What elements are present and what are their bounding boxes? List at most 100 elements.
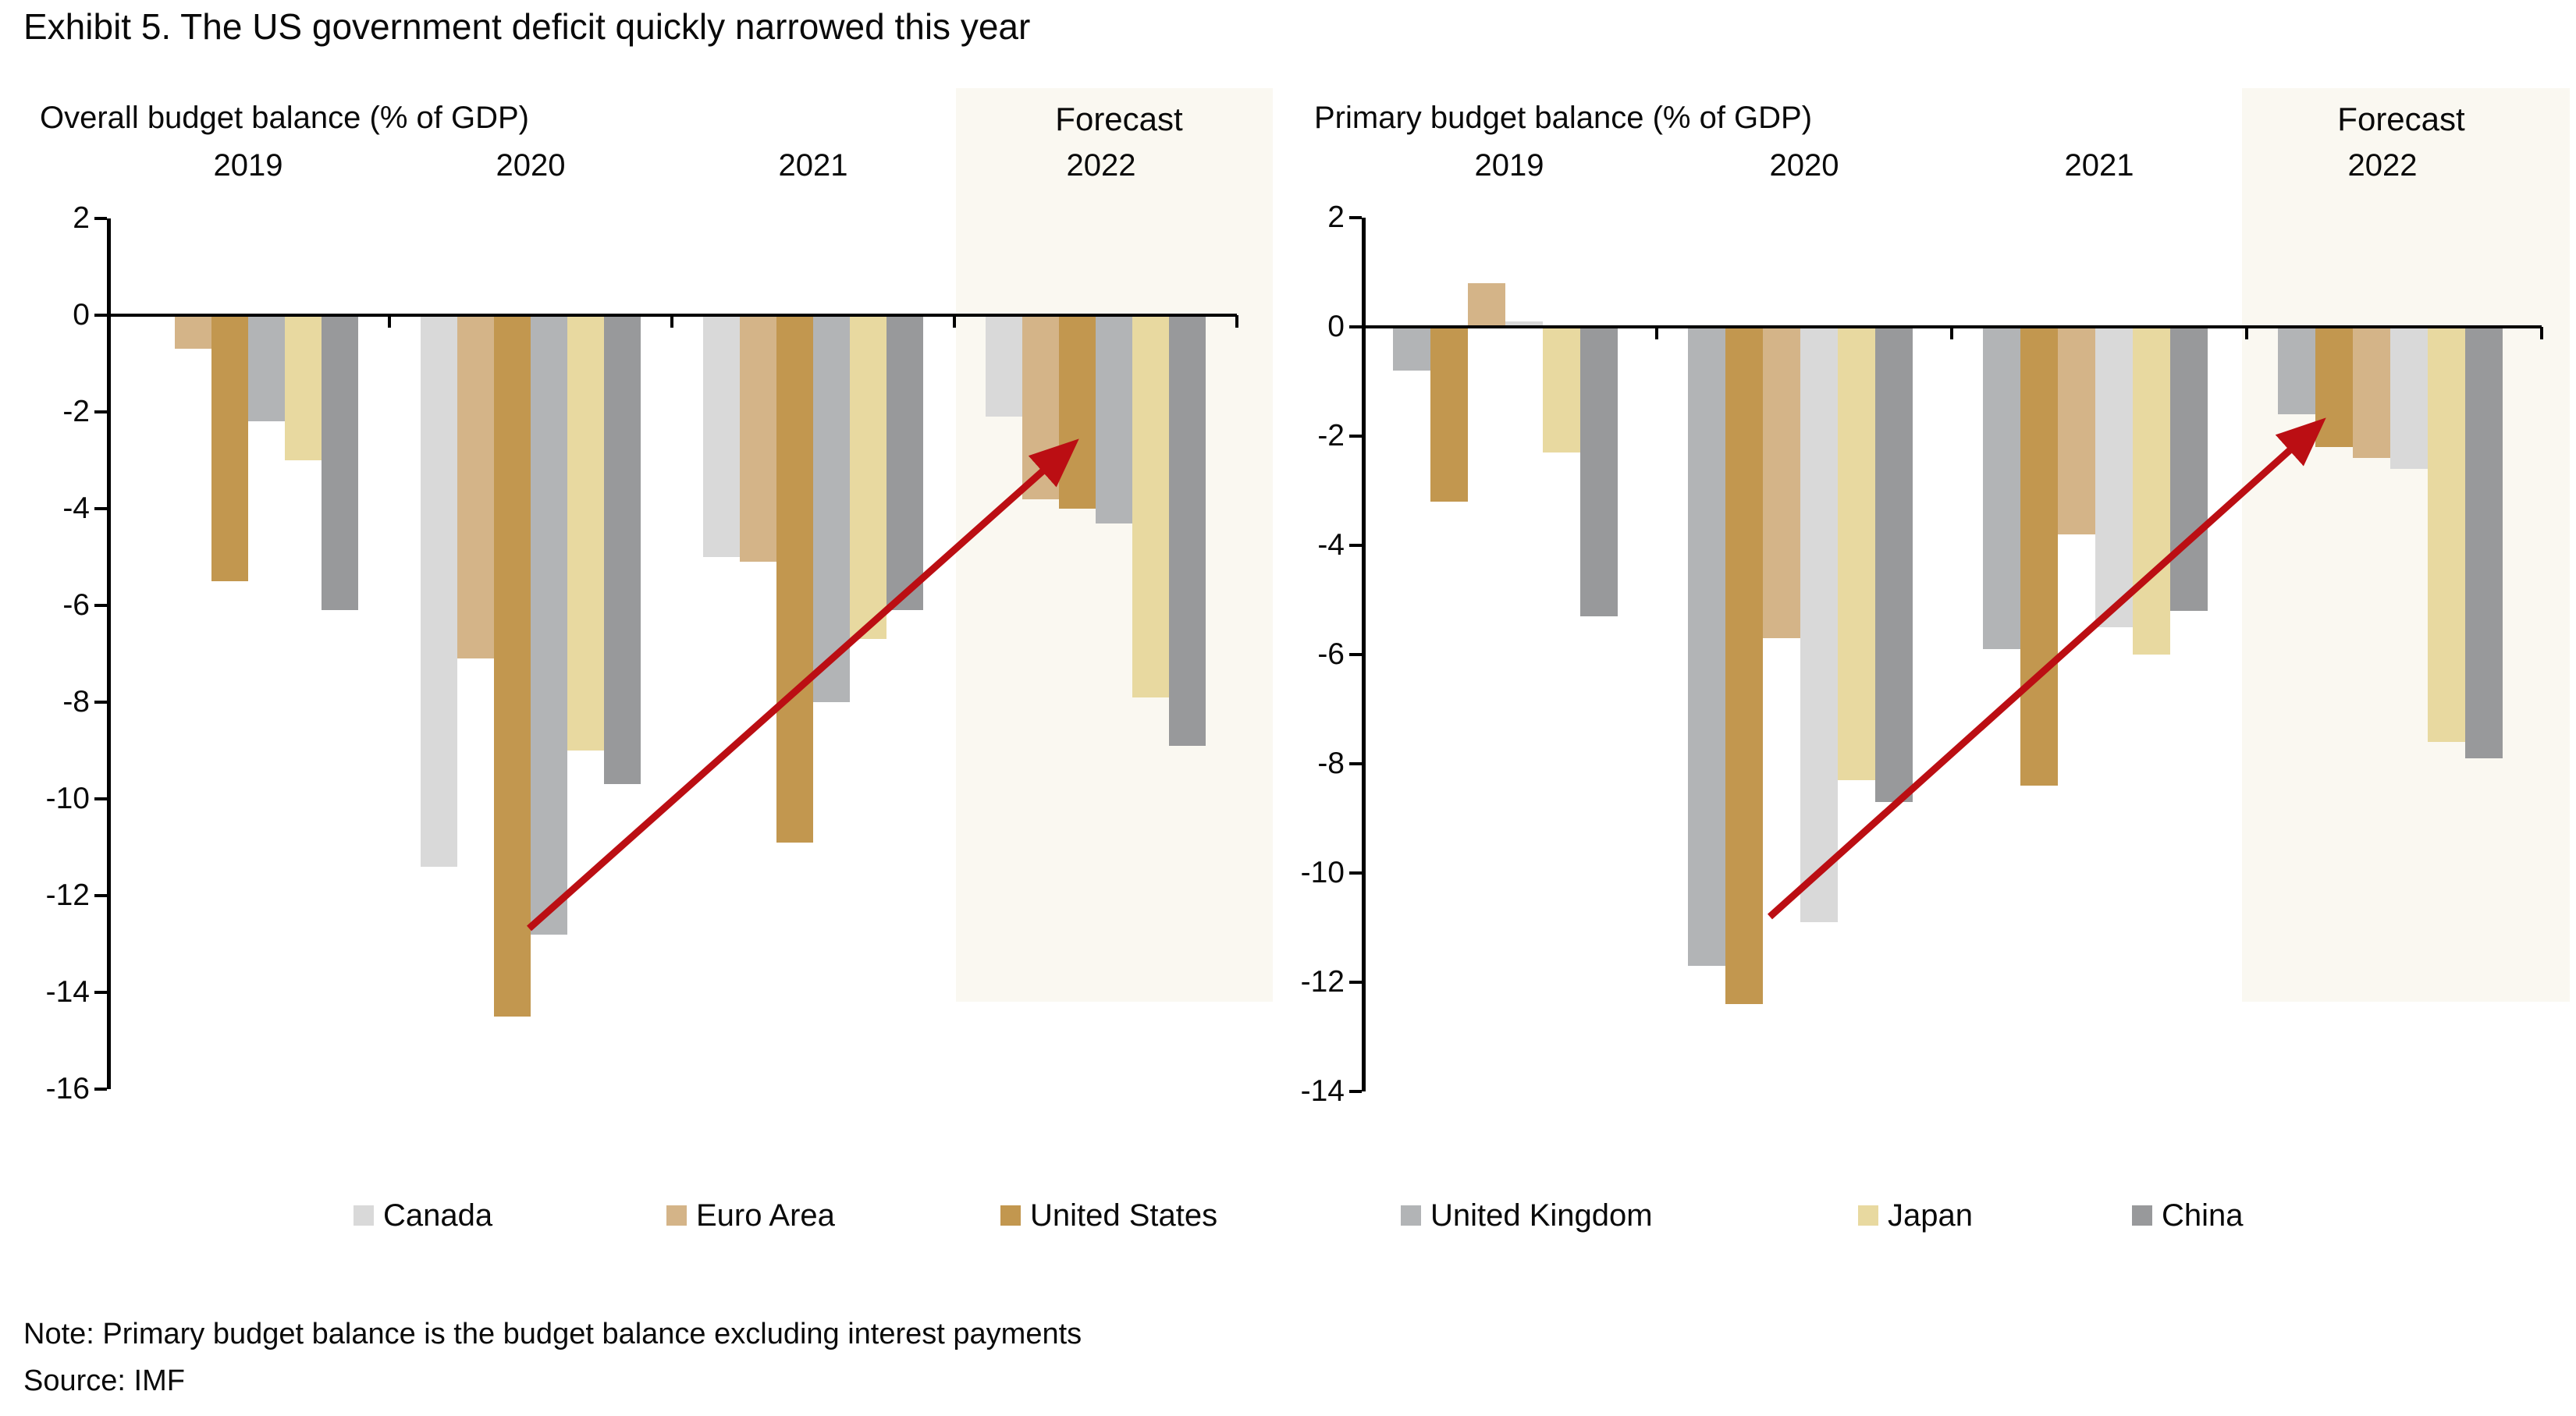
- bar-united-kingdom-2022: [2278, 327, 2315, 414]
- bar-japan-2019: [1543, 327, 1580, 452]
- y-axis-label: -14: [1300, 1074, 1345, 1108]
- bar-united-states-2021: [2020, 327, 2058, 786]
- y-axis-tick: [1349, 325, 1362, 328]
- bar-china-2022: [1169, 315, 1206, 746]
- bar-canada-2022: [986, 315, 1022, 417]
- bar-euro-area-2020: [1763, 327, 1800, 638]
- forecast-band: [956, 88, 1273, 1002]
- legend-swatch: [2132, 1205, 2152, 1226]
- legend-label: Euro Area: [696, 1198, 835, 1233]
- legend-label: United Kingdom: [1430, 1198, 1653, 1233]
- x-axis-tick: [2540, 327, 2543, 339]
- y-axis-label: -2: [62, 395, 90, 428]
- bar-euro-area-2022: [1022, 315, 1059, 499]
- page-title: Exhibit 5. The US government deficit qui…: [23, 6, 1031, 47]
- bar-united-states-2021: [776, 315, 813, 843]
- y-axis-tick: [1349, 544, 1362, 547]
- bar-china-2019: [322, 315, 358, 610]
- year-label-2021: 2021: [778, 148, 848, 183]
- bar-canada-2022: [2390, 327, 2428, 469]
- forecast-band: [2242, 88, 2570, 1002]
- y-axis-label: -12: [1300, 965, 1345, 999]
- bar-china-2021: [2170, 327, 2208, 611]
- y-axis-tick: [94, 991, 107, 994]
- legend-swatch: [1858, 1205, 1878, 1226]
- x-axis-tick: [1950, 327, 1953, 339]
- y-axis-label: -8: [1317, 747, 1345, 780]
- bar-japan-2020: [1838, 327, 1875, 780]
- bar-united-states-2022: [2315, 327, 2353, 447]
- y-axis-label: -10: [45, 782, 90, 815]
- year-label-2019: 2019: [1474, 148, 1544, 183]
- y-axis-label: -8: [62, 685, 90, 719]
- legend-item-canada: Canada: [354, 1200, 492, 1231]
- x-axis-tick: [1655, 327, 1658, 339]
- y-axis-tick: [94, 797, 107, 800]
- y-axis-tick: [94, 604, 107, 607]
- legend-label: United States: [1030, 1198, 1218, 1233]
- y-axis-label: 2: [73, 201, 90, 235]
- y-axis-tick: [1349, 981, 1362, 984]
- bar-united-kingdom-2019: [248, 315, 285, 421]
- bar-united-states-2019: [1430, 327, 1468, 502]
- bar-united-states-2022: [1059, 315, 1096, 509]
- bar-canada-2021: [2095, 327, 2133, 627]
- y-axis-label: -12: [45, 878, 90, 912]
- y-axis: [1362, 218, 1366, 1091]
- bar-united-kingdom-2020: [1688, 327, 1725, 966]
- y-axis-tick: [94, 314, 107, 317]
- bar-canada-2021: [703, 315, 740, 557]
- bar-japan-2019: [285, 315, 322, 460]
- bar-china-2019: [1580, 327, 1618, 616]
- y-axis-tick: [1349, 871, 1362, 875]
- x-axis-tick: [670, 315, 673, 328]
- y-axis-tick: [94, 894, 107, 897]
- y-axis-label: -6: [62, 588, 90, 622]
- y-axis-label: -4: [1317, 528, 1345, 562]
- bar-united-kingdom-2019: [1393, 327, 1430, 371]
- legend-swatch: [1401, 1205, 1421, 1226]
- y-axis-tick: [94, 217, 107, 220]
- bar-united-states-2020: [494, 315, 531, 1017]
- y-axis-label: -14: [45, 975, 90, 1009]
- legend-swatch: [1000, 1205, 1021, 1226]
- bar-united-kingdom-2022: [1096, 315, 1132, 523]
- y-axis-label: -16: [45, 1072, 90, 1105]
- bar-japan-2022: [1132, 315, 1169, 697]
- year-label-2022: 2022: [1066, 148, 1136, 183]
- y-axis-tick: [1349, 653, 1362, 656]
- bar-japan-2020: [567, 315, 604, 751]
- bar-united-states-2020: [1725, 327, 1763, 1004]
- y-axis-label: 0: [73, 298, 90, 332]
- bar-euro-area-2020: [457, 315, 494, 658]
- bar-canada-2020: [1800, 327, 1838, 922]
- year-label-2022: 2022: [2347, 148, 2418, 183]
- y-axis: [107, 218, 111, 1089]
- x-axis-tick: [2245, 327, 2248, 339]
- forecast-label: Forecast: [1055, 101, 1183, 137]
- legend-item-united-kingdom: United Kingdom: [1401, 1200, 1653, 1231]
- x-axis-tick: [1235, 315, 1238, 328]
- legend-item-china: China: [2132, 1200, 2244, 1231]
- y-axis-tick: [1349, 1090, 1362, 1093]
- x-axis-tick: [953, 315, 956, 328]
- y-axis-tick: [94, 410, 107, 413]
- legend-swatch: [354, 1205, 374, 1226]
- year-label-2021: 2021: [2064, 148, 2134, 183]
- note-text: Note: Primary budget balance is the budg…: [23, 1318, 1082, 1350]
- y-axis-label: -4: [62, 492, 90, 525]
- y-axis-tick: [1349, 435, 1362, 438]
- bar-united-states-2019: [211, 315, 248, 581]
- legend-label: Canada: [383, 1198, 493, 1233]
- chart-title: Primary budget balance (% of GDP): [1314, 101, 1813, 135]
- bar-euro-area-2019: [175, 315, 211, 349]
- y-axis-tick: [1349, 216, 1362, 219]
- bar-united-kingdom-2021: [813, 315, 850, 702]
- legend-item-united-states: United States: [1000, 1200, 1217, 1231]
- x-axis-tick: [388, 315, 391, 328]
- legend-label: Japan: [1888, 1198, 1973, 1233]
- bar-china-2020: [604, 315, 641, 784]
- legend-label: China: [2162, 1198, 2244, 1233]
- bar-japan-2022: [2428, 327, 2465, 742]
